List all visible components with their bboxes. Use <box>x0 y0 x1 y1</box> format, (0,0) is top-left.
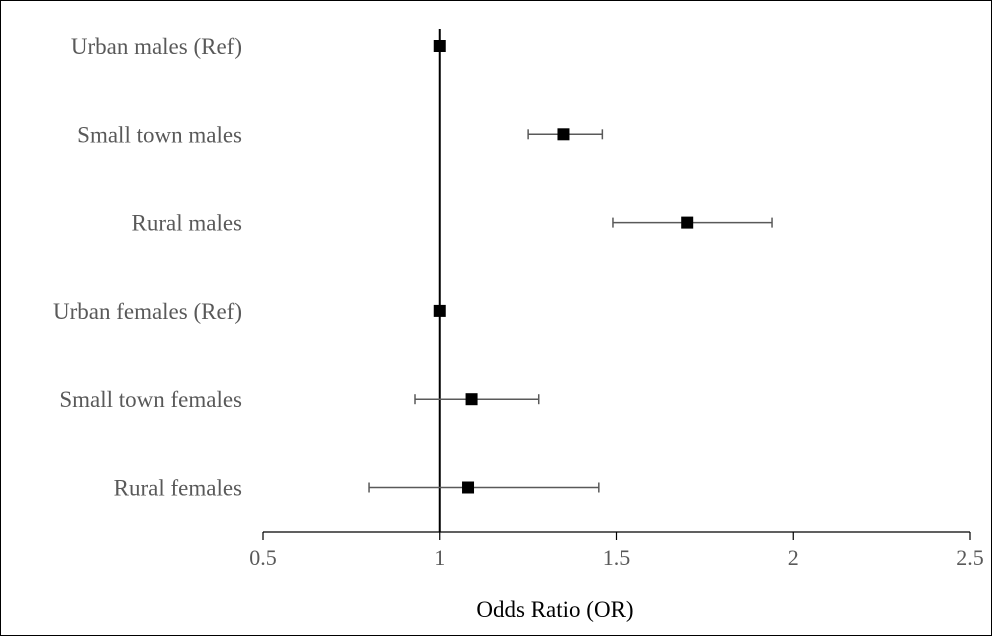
odds-ratio-marker <box>465 393 478 406</box>
x-tick-label: 1 <box>434 545 445 570</box>
x-tick-label: 2 <box>788 545 799 570</box>
odds-ratio-marker <box>462 481 475 494</box>
odds-ratio-marker <box>557 128 570 141</box>
x-tick-label: 2.5 <box>956 545 984 570</box>
x-tick-label: 0.5 <box>249 545 277 570</box>
category-label: Small town males <box>77 122 242 147</box>
x-axis-title: Odds Ratio (OR) <box>476 597 633 622</box>
odds-ratio-marker <box>433 304 446 317</box>
category-label: Urban females (Ref) <box>53 299 242 324</box>
category-label: Urban males (Ref) <box>71 34 242 59</box>
odds-ratio-marker <box>681 216 694 229</box>
odds-ratio-marker <box>433 40 446 52</box>
x-tick-label: 1.5 <box>603 545 631 570</box>
category-label: Rural males <box>132 211 243 236</box>
category-label: Small town females <box>59 387 242 412</box>
category-label: Rural females <box>114 476 242 501</box>
